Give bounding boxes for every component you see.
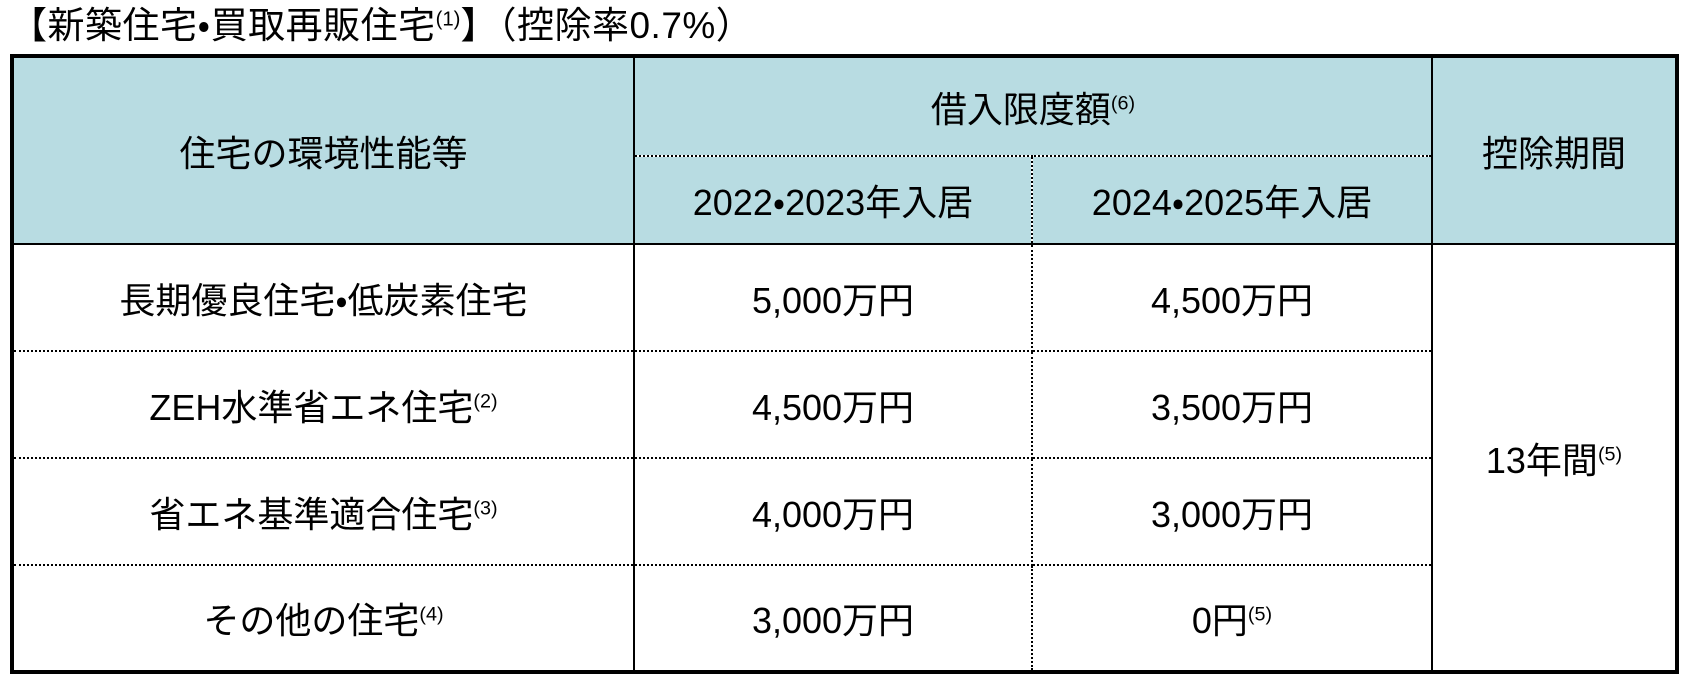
limit-2022-2023-cell: 4,000万円 [634,458,1033,567]
table-row: その他の住宅(4) 3,000万円 0円(5) [12,565,1677,673]
limit-2024-2025-cell: 3,000万円 [1032,458,1434,567]
limit-2022-2023-cell: 4,500万円 [634,351,1033,460]
limit-2024-2025-cell: 0円(5) [1032,565,1434,673]
header-deduction-period: 控除期間 [1432,56,1678,246]
page-title-rate: 】（控除率0.7%） [460,5,754,46]
footnote-ref-6: (6) [1110,92,1136,115]
limit-2024-2025-value: 3,500万円 [1150,386,1314,428]
footnote-ref: (2) [473,390,498,413]
header-housing-performance: 住宅の環境性能等 [12,56,635,246]
footnote-ref: (4) [419,603,444,626]
header-row-2: 2022・2023年入居 2024・2025年入居 [12,156,1677,246]
header-row-1: 住宅の環境性能等 借入限度額(6) 控除期間 [12,56,1678,246]
footnote-ref-5: (5) [1597,443,1623,466]
table-row: 長期優良住宅・低炭素住宅 5,000万円 4,500万円 13年間(5) [12,244,1678,673]
limit-2024-2025-value: 3,000万円 [1150,493,1314,535]
footnote-ref: (5) [1247,603,1273,626]
deduction-period-value: 13年間 [1485,439,1598,481]
limit-2024-2025-value: 0円 [1191,600,1248,642]
deduction-period-cell: 13年間(5) [1432,244,1678,673]
page: 【新築住宅・買取再販住宅(1)】（控除率0.7%） 住宅の環境性能等 借入限度額… [10,2,1680,675]
page-title-text: 【新築住宅・買取再販住宅 [10,5,436,46]
limit-2022-2023-cell: 3,000万円 [634,565,1033,673]
housing-type-cell: 長期優良住宅・低炭素住宅 [12,244,635,353]
table-row: 省エネ基準適合住宅(3) 4,000万円 3,000万円 [12,458,1677,567]
page-title: 【新築住宅・買取再販住宅(1)】（控除率0.7%） [10,2,1673,50]
limit-2024-2025-cell: 3,500万円 [1032,351,1434,460]
housing-type-cell: その他の住宅(4) [12,565,635,673]
header-move-in-2022-2023: 2022・2023年入居 [634,156,1033,246]
header-move-in-2024-2025: 2024・2025年入居 [1032,156,1434,246]
footnote-ref: (3) [473,497,498,520]
limit-2024-2025-value: 4,500万円 [1150,279,1314,321]
table-row: ZEH水準省エネ住宅(2) 4,500万円 3,500万円 [12,351,1677,460]
housing-type-label: 省エネ基準適合住宅 [149,493,474,535]
limit-2022-2023-cell: 5,000万円 [634,244,1033,353]
housing-type-cell: ZEH水準省エネ住宅(2) [12,351,635,460]
limit-2024-2025-cell: 4,500万円 [1032,244,1434,353]
housing-type-cell: 省エネ基準適合住宅(3) [12,458,635,567]
footnote-ref-1: (1) [435,8,461,31]
loan-limit-table: 住宅の環境性能等 借入限度額(6) 控除期間 2022・2023年入居 2024… [10,54,1680,675]
housing-type-label: ZEH水準省エネ住宅 [149,386,474,428]
housing-type-label: 長期優良住宅・低炭素住宅 [119,279,528,321]
header-loan-limit-text: 借入限度額 [930,88,1111,130]
header-loan-limit: 借入限度額(6) [634,56,1434,158]
housing-type-label: その他の住宅 [203,600,420,642]
